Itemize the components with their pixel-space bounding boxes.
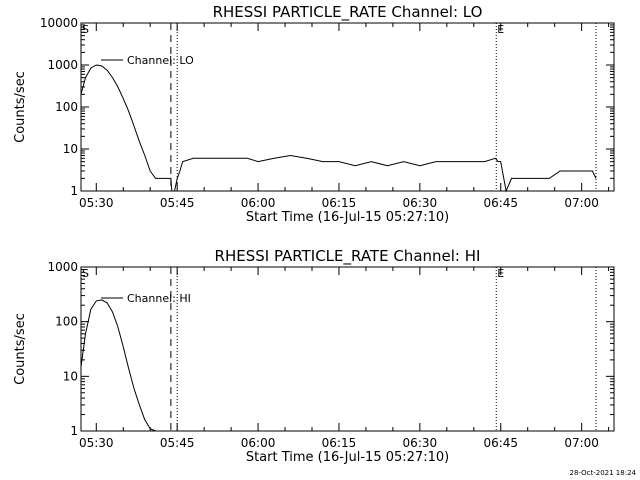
chart1-y-axis-label: Counts/sec — [13, 71, 28, 143]
chart1-x-axis-label: Start Time (16-Jul-15 05:27:10) — [246, 210, 449, 225]
chart2-y-tick-label: 1000 — [47, 260, 78, 274]
chart2-marker-label: E — [497, 267, 504, 280]
chart2-x-tick-label: 06:00 — [241, 436, 276, 450]
chart2-marker-label: S — [82, 267, 89, 280]
chart1-legend-label: Channel: LO — [127, 54, 194, 67]
chart2-x-axis-label: Start Time (16-Jul-15 05:27:10) — [246, 450, 449, 465]
chart2-x-tick-label: 06:15 — [322, 436, 357, 450]
chart2-y-tick-label: 100 — [55, 315, 78, 329]
chart1-y-tick-label: 1 — [70, 184, 78, 198]
chart1-plot-frame — [80, 22, 615, 192]
chart1-series-line-1 — [80, 64, 597, 193]
chart2-y-tick-label: 1 — [70, 424, 78, 438]
chart2-x-tick-label: 05:30 — [79, 436, 114, 450]
chart2-legend-label: Channel: HI — [127, 292, 191, 305]
chart1-x-tick-label: 07:00 — [564, 196, 599, 210]
chart2-x-tick-label: 06:30 — [403, 436, 438, 450]
chart1-title: RHESSI PARTICLE_RATE Channel: LO — [213, 3, 483, 22]
chart1-x-tick-label: 06:30 — [403, 196, 438, 210]
chart2-x-tick-label: 06:45 — [483, 436, 518, 450]
chart1-marker-label: E — [497, 23, 504, 36]
chart1-x-tick-label: 06:45 — [483, 196, 518, 210]
chart1-x-tick-label: 06:15 — [322, 196, 357, 210]
chart2-x-tick-label: 05:45 — [160, 436, 195, 450]
chart2-y-tick-label: 10 — [63, 369, 78, 383]
chart1-y-tick-label: 100 — [55, 100, 78, 114]
footer-timestamp: 28-Oct-2021 18:24 — [570, 469, 637, 477]
chart1-x-tick-label: 05:30 — [79, 196, 114, 210]
chart1-x-tick-label: 05:45 — [160, 196, 195, 210]
chart2-series-line-1 — [80, 299, 156, 432]
chart2-title: RHESSI PARTICLE_RATE Channel: HI — [215, 247, 481, 266]
chart1-y-tick-label: 10000 — [40, 16, 78, 30]
chart1-y-tick-label: 1000 — [47, 58, 78, 72]
chart1-x-tick-label: 06:00 — [241, 196, 276, 210]
chart1-marker-label: S — [82, 23, 89, 36]
chart2-x-tick-label: 07:00 — [564, 436, 599, 450]
chart2-y-axis-label: Counts/sec — [13, 313, 28, 385]
chart1-y-tick-label: 10 — [63, 142, 78, 156]
